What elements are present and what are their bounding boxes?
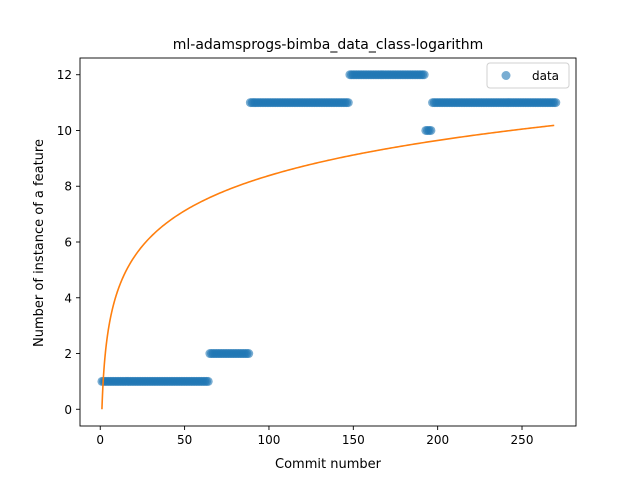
y-axis-label: Number of instance of a feature: [32, 139, 47, 347]
x-tick-label: 0: [96, 433, 104, 447]
y-tick-label: 4: [64, 291, 72, 305]
data-point: [244, 349, 254, 359]
legend-label-data: data: [532, 69, 559, 83]
y-tick-label: 0: [64, 403, 72, 417]
y-axis: 0 2 4 6 8 10 12: [57, 68, 80, 417]
y-tick-label: 2: [64, 347, 72, 361]
x-tick-label: 50: [177, 433, 192, 447]
x-axis: 0 50 100 150 200 250: [96, 426, 533, 447]
legend: data: [486, 62, 570, 89]
plot-area: [97, 70, 561, 410]
data-point: [343, 98, 353, 108]
data-point: [551, 98, 561, 108]
legend-box: [486, 62, 570, 89]
x-tick-label: 100: [257, 433, 280, 447]
fit-line: [101, 124, 555, 410]
y-tick-label: 8: [64, 180, 72, 194]
x-tick-label: 250: [511, 433, 534, 447]
data-point: [419, 70, 429, 80]
y-tick-label: 6: [64, 236, 72, 250]
data-point: [426, 125, 436, 135]
chart-title: ml-adamsprogs-bimba_data_class-logarithm: [173, 37, 483, 53]
x-tick-label: 200: [426, 433, 449, 447]
x-axis-label: Commit number: [275, 457, 382, 472]
y-tick-label: 12: [57, 68, 72, 82]
y-tick-label: 10: [57, 124, 72, 138]
legend-marker-data: [501, 71, 511, 80]
x-tick-label: 150: [342, 433, 365, 447]
data-series: [97, 70, 561, 386]
data-point: [203, 376, 213, 386]
